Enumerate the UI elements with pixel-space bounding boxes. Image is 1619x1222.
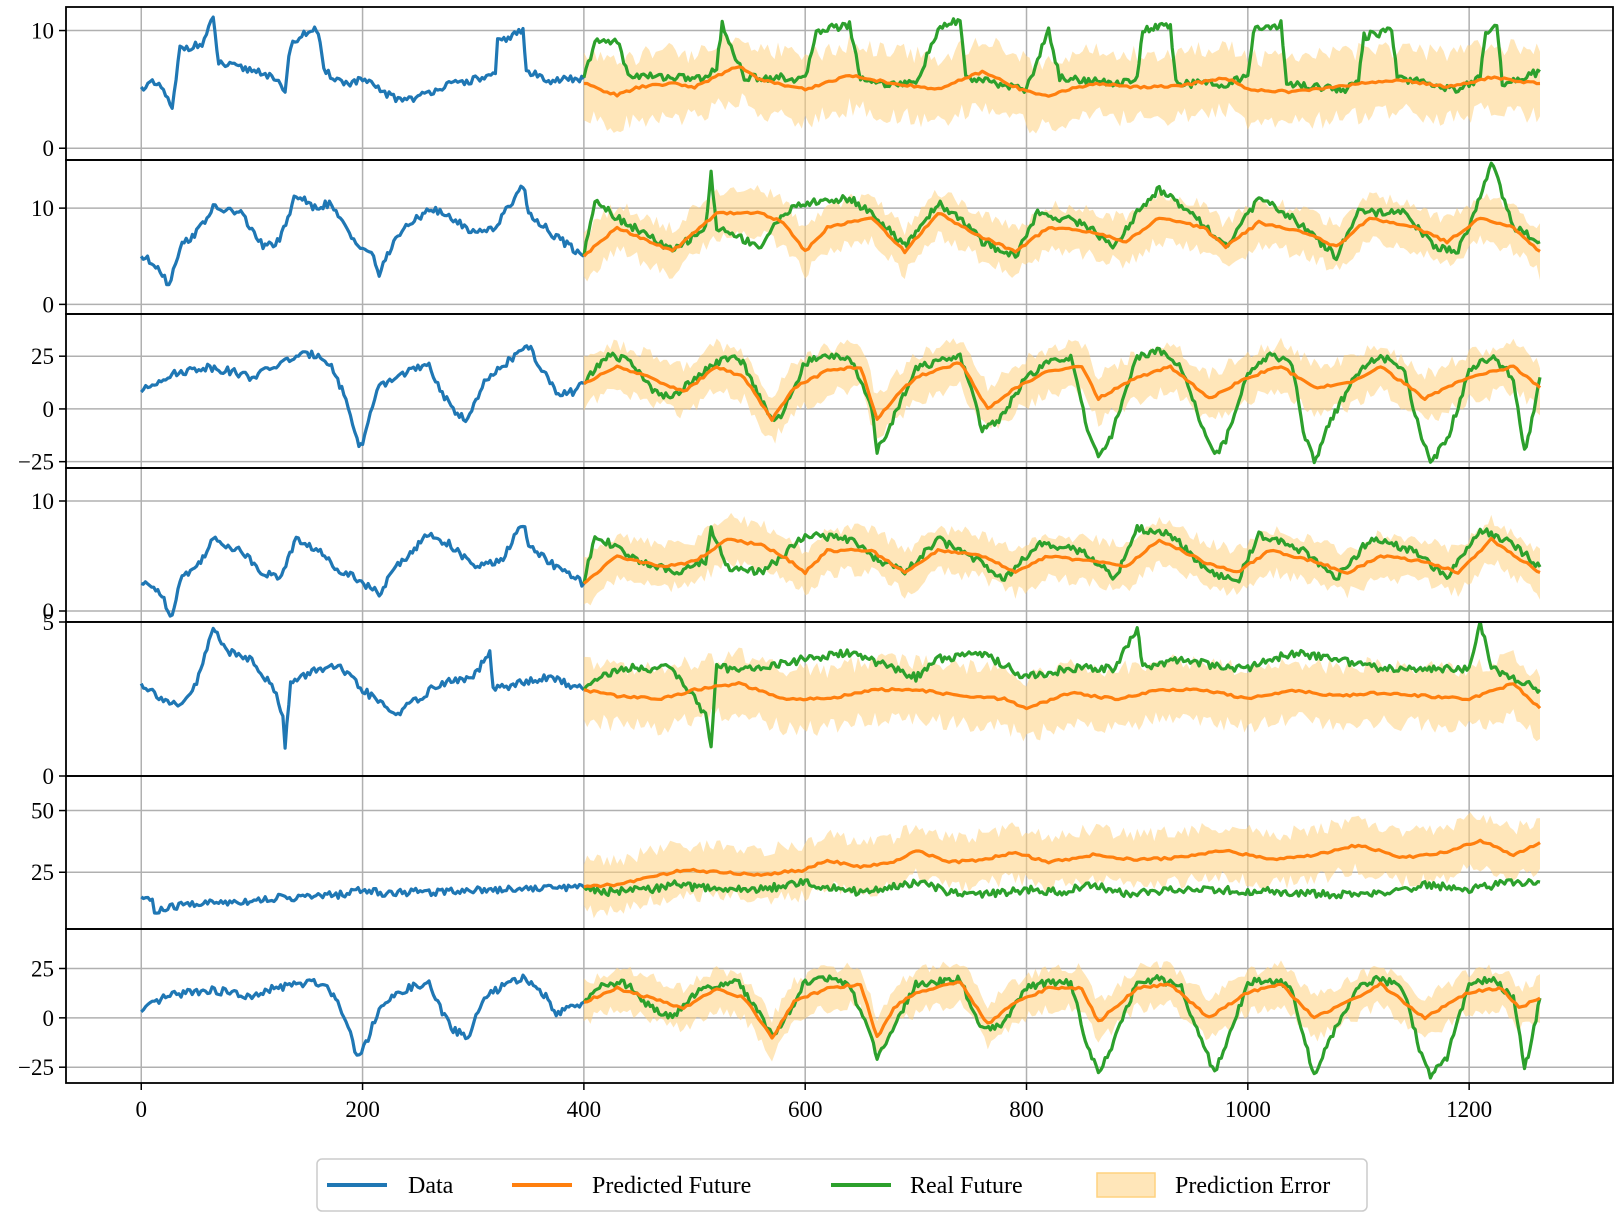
panel-1-series — [139, 15, 1541, 134]
predicted-future-line — [583, 838, 1541, 889]
prediction-error-band — [583, 185, 1540, 282]
real-future-line — [582, 974, 1542, 1080]
legend-label: Real Future — [910, 1173, 1023, 1199]
real-future-line — [583, 346, 1542, 465]
real-future-line — [582, 17, 1541, 94]
y-tick-label: 25 — [31, 860, 54, 885]
prediction-error-band — [583, 337, 1540, 444]
y-tick-label: 10 — [31, 19, 54, 44]
y-tick-label: 0 — [43, 136, 55, 161]
panel-5-series — [139, 622, 1542, 750]
y-tick-label: 50 — [31, 799, 54, 824]
y-tick-label: 5 — [43, 610, 55, 635]
data-series-line — [139, 184, 585, 287]
data-series-line — [139, 15, 586, 110]
real-future-line — [582, 524, 1542, 584]
prediction-error-band — [583, 812, 1540, 919]
panel-7-frame — [65, 928, 1614, 1084]
predicted-future-line — [583, 361, 1542, 422]
y-tick-label: −25 — [18, 1055, 54, 1080]
x-tick-label: 400 — [567, 1097, 602, 1122]
predicted-future-line — [582, 210, 1541, 258]
prediction-error-band — [583, 960, 1540, 1062]
panel-3-series — [139, 337, 1542, 465]
panel-6-series — [140, 812, 1541, 919]
legend-label: Data — [408, 1173, 454, 1199]
x-tick-label: 800 — [1009, 1097, 1044, 1122]
panel-4-series — [140, 512, 1542, 618]
y-tick-label: 25 — [31, 956, 54, 981]
y-tick-label: 25 — [31, 344, 54, 369]
y-tick-label: 0 — [43, 599, 55, 624]
y-tick-label: 0 — [43, 764, 55, 789]
data-series-line — [139, 626, 585, 750]
predicted-future-line — [583, 65, 1541, 98]
data-series-line — [140, 973, 585, 1057]
y-tick-label: 10 — [31, 489, 54, 514]
legend-label: Prediction Error — [1175, 1173, 1330, 1199]
predicted-future-line — [583, 980, 1541, 1040]
x-tick-label: 0 — [135, 1097, 147, 1122]
legend-swatch — [1096, 1172, 1156, 1198]
predicted-future-line — [582, 536, 1541, 585]
real-future-line — [582, 622, 1542, 749]
data-series-line — [140, 524, 586, 618]
data-series-line — [140, 883, 585, 915]
x-tick-label: 600 — [788, 1097, 823, 1122]
y-tick-label: 0 — [43, 1006, 55, 1031]
x-tick-label: 1200 — [1446, 1097, 1492, 1122]
real-future-line — [582, 878, 1541, 900]
prediction-error-band — [583, 33, 1540, 134]
y-tick-label: 0 — [43, 397, 55, 422]
x-tick-label: 1000 — [1225, 1097, 1271, 1122]
panel-2-series — [139, 161, 1541, 287]
x-tick-label: 200 — [345, 1097, 380, 1122]
predicted-future-line — [583, 681, 1542, 711]
y-tick-label: 10 — [31, 196, 54, 221]
real-future-line — [582, 161, 1541, 262]
panel-7-series — [140, 960, 1542, 1080]
y-tick-label: 0 — [43, 292, 55, 317]
data-series-line — [139, 344, 585, 449]
legend-label: Predicted Future — [592, 1173, 751, 1199]
y-tick-label: −25 — [18, 450, 54, 475]
